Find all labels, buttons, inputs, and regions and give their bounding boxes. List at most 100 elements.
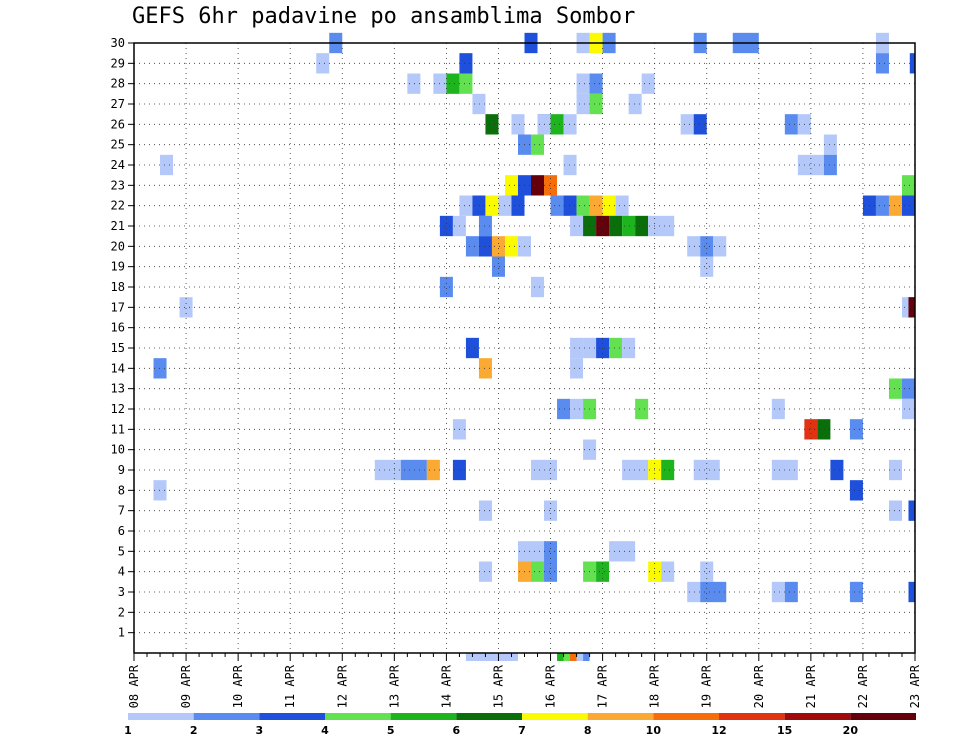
heatmap-cell: [485, 114, 499, 135]
y-tick-label: 8: [118, 483, 125, 497]
heatmap-cell: [875, 195, 889, 216]
x-tick-label: 21 APR: [804, 664, 818, 708]
x-tick-label: 14 APR: [439, 664, 453, 708]
heatmap-cell: [570, 215, 584, 237]
heatmap-cell: [700, 561, 714, 582]
heatmap-cell: [830, 459, 844, 481]
heatmap-cell: [901, 378, 915, 399]
heatmap-cell: [544, 561, 558, 582]
heatmap-cell: [771, 398, 785, 420]
legend-swatch: [719, 713, 785, 720]
x-tick-label: 17 APR: [596, 664, 610, 708]
legend-swatch: [850, 713, 916, 720]
x-tick-label: 13 APR: [387, 664, 401, 708]
heatmap-cell: [459, 73, 473, 94]
y-tick-label: 18: [111, 280, 125, 294]
heatmap-cell: [576, 653, 584, 661]
y-tick-label: 11: [111, 422, 125, 436]
y-tick-label: 30: [111, 36, 125, 50]
legend-label: 10: [646, 724, 662, 737]
x-tick-label: 11 APR: [283, 664, 297, 708]
heatmap-cell: [589, 195, 603, 216]
x-tick-label: 22 APR: [856, 664, 870, 708]
y-tick-label: 15: [111, 341, 125, 355]
heatmap-cell: [700, 256, 714, 277]
heatmap-cell: [771, 581, 785, 603]
heatmap-cell: [550, 114, 564, 135]
y-tick-label: 28: [111, 77, 125, 91]
y-tick-label: 1: [118, 626, 125, 640]
legend-swatch: [128, 713, 194, 720]
heatmap-cell: [680, 114, 694, 135]
heatmap-cell: [628, 93, 642, 115]
heatmap-cell: [609, 337, 623, 359]
heatmap-cell: [849, 581, 863, 603]
y-tick-label: 5: [118, 544, 125, 558]
heatmap-cell: [693, 459, 720, 481]
heatmap-cell: [544, 541, 558, 562]
y-tick-label: 13: [111, 382, 125, 396]
heatmap-cell: [491, 256, 505, 277]
y-tick-label: 20: [111, 239, 125, 253]
legend-label: 12: [711, 724, 726, 737]
legend-swatch: [784, 713, 851, 720]
heatmap-cell: [478, 561, 492, 582]
heatmap-cell: [550, 195, 564, 216]
heatmap-cell: [160, 154, 174, 176]
heatmap-cell: [622, 459, 649, 481]
x-tick-label: 23 APR: [908, 664, 922, 708]
y-tick-label: 22: [111, 199, 125, 213]
heatmap-cell: [472, 195, 486, 216]
heatmap-cell: [517, 541, 545, 562]
heatmap-cell: [563, 154, 577, 176]
heatmap-cell: [849, 419, 863, 440]
legend-label: 6: [453, 724, 461, 737]
heatmap-cell: [504, 175, 518, 196]
heatmap-cell: [511, 195, 525, 216]
legend-label: 4: [321, 724, 329, 737]
heatmap-cell: [817, 419, 831, 440]
heatmap-cell: [459, 53, 473, 74]
heatmap-cell: [400, 459, 427, 481]
y-tick-label: 12: [111, 402, 125, 416]
x-tick-label: 18 APR: [648, 664, 662, 708]
y-tick-label: 27: [111, 97, 125, 111]
y-tick-label: 24: [111, 158, 125, 172]
heatmap-cell: [784, 581, 798, 603]
heatmap-cell: [693, 114, 707, 135]
heatmap-cell: [687, 236, 701, 257]
heatmap-cell: [478, 215, 492, 237]
heatmap-cell: [439, 215, 453, 237]
y-tick-label: 19: [111, 260, 125, 274]
heatmap-cell: [570, 398, 584, 420]
legend-label: 2: [190, 724, 198, 737]
heatmap-cell: [901, 398, 915, 420]
heatmap-cell: [544, 175, 558, 196]
heatmap-cell: [153, 480, 167, 501]
heatmap-cell: [570, 337, 584, 359]
heatmap-cell: [179, 297, 193, 318]
legend-label: 15: [777, 724, 792, 737]
heatmap-cell: [153, 358, 167, 379]
legend-label: 1: [124, 724, 132, 737]
heatmap-cell: [576, 195, 590, 216]
heatmap-cell: [557, 653, 564, 661]
x-tick-label: 08 APR: [127, 664, 141, 708]
heatmap-cell: [316, 53, 330, 74]
x-tick-label: 10 APR: [231, 664, 245, 708]
y-tick-label: 2: [118, 605, 125, 619]
heatmap-cell: [609, 215, 623, 237]
legend-swatch: [587, 713, 654, 720]
heatmap-cell: [485, 195, 499, 216]
y-tick-label: 29: [111, 56, 125, 70]
heatmap-cell: [478, 500, 492, 521]
legend-swatch: [390, 713, 457, 720]
legend-label: 5: [387, 724, 395, 737]
legend-label: 3: [256, 724, 264, 737]
heatmap-cell: [576, 93, 590, 115]
chart-title: GEFS 6hr padavine po ansamblima Sombor: [132, 4, 636, 29]
y-tick-label: 16: [111, 321, 125, 335]
heatmap-cell: [648, 215, 675, 237]
heatmap-cell: [661, 459, 675, 481]
